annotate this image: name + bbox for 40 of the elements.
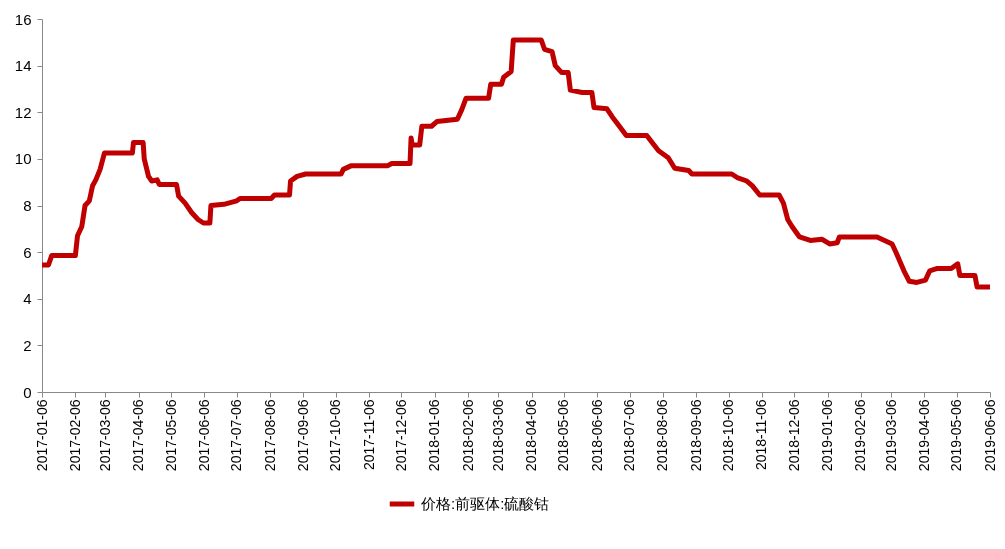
- x-tick-label: 2018-07-06: [621, 399, 638, 472]
- x-tick-label: 2017-07-06: [228, 399, 245, 472]
- legend-label: 价格:前驱体:硫酸钴: [420, 495, 550, 512]
- x-tick-label: 2017-12-06: [392, 399, 409, 472]
- y-tick-label: 0: [23, 383, 32, 401]
- y-tick-label: 16: [14, 10, 32, 28]
- y-tick-label: 2: [23, 336, 32, 354]
- x-tick-label: 2017-09-06: [294, 399, 311, 472]
- x-tick-label: 2017-11-06: [360, 399, 377, 471]
- x-tick-label: 2017-08-06: [261, 399, 278, 472]
- x-tick-label: 2018-05-06: [555, 399, 572, 472]
- x-tick-label: 2018-03-06: [489, 399, 506, 472]
- x-tick-label: 2018-10-06: [720, 399, 737, 472]
- x-tick-label: 2017-10-06: [327, 399, 344, 472]
- x-tick-label: 2017-03-06: [96, 399, 113, 472]
- x-tick-label: 2019-01-06: [819, 399, 836, 472]
- x-tick-label: 2017-02-06: [66, 399, 83, 472]
- x-tick-label: 2019-03-06: [882, 399, 899, 472]
- x-tick-label: 2018-06-06: [588, 399, 605, 472]
- x-tick-label: 2018-08-06: [654, 399, 671, 472]
- x-tick-label: 2018-01-06: [426, 399, 443, 472]
- x-tick-label: 2019-04-06: [915, 399, 932, 472]
- y-tick-label: 6: [23, 243, 32, 261]
- y-tick-label: 10: [14, 150, 32, 168]
- x-tick-label: 2019-02-06: [852, 399, 869, 472]
- x-tick-label: 2018-12-06: [785, 399, 802, 472]
- y-tick-label: 12: [14, 103, 32, 121]
- y-tick-label: 8: [23, 197, 32, 214]
- x-tick-label: 2018-04-06: [523, 399, 540, 472]
- x-tick-label: 2018-11-06: [753, 399, 770, 471]
- x-tick-label: 2017-04-06: [130, 399, 147, 472]
- x-tick-label: 2017-05-06: [162, 399, 179, 472]
- x-tick-label: 2019-06-06: [981, 399, 998, 472]
- x-tick-label: 2017-06-06: [195, 399, 212, 472]
- x-tick-label: 2018-09-06: [687, 399, 704, 472]
- y-tick-label: 14: [14, 57, 32, 75]
- y-tick-label: 4: [23, 290, 32, 308]
- x-tick-label: 2018-02-06: [459, 399, 476, 472]
- x-tick-label: 2017-01-06: [33, 399, 50, 472]
- x-tick-label: 2019-05-06: [948, 399, 965, 472]
